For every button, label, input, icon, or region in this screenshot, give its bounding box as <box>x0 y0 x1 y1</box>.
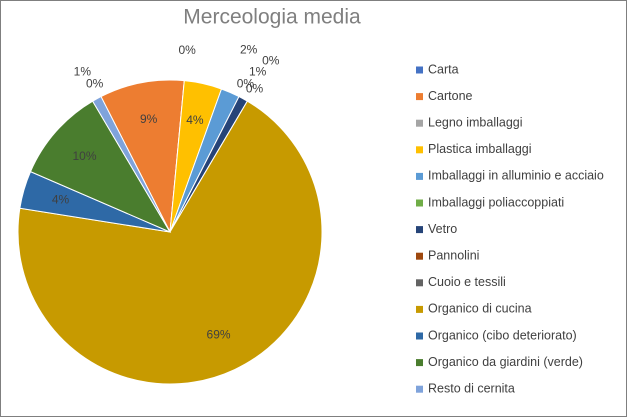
legend-label: Vetro <box>428 222 457 236</box>
legend-swatch <box>416 93 423 101</box>
pie-slice <box>100 79 185 234</box>
pie-slice <box>17 100 323 385</box>
legend-label: Imballaggi poliaccoppiati <box>428 195 564 209</box>
data-label: 69% <box>207 327 231 341</box>
legend-swatch <box>416 172 423 180</box>
legend-swatch <box>416 66 423 74</box>
legend-label: Legno imballaggi <box>428 115 523 129</box>
legend-swatch <box>416 226 423 234</box>
legend-label: Cartone <box>428 89 473 103</box>
legend-swatch <box>416 385 423 393</box>
data-label: 4% <box>52 192 70 206</box>
data-label: 1% <box>74 65 92 79</box>
legend-swatch <box>416 252 423 260</box>
legend-swatch <box>416 119 423 127</box>
data-label: 1% <box>249 65 267 79</box>
legend-label: Resto di cernita <box>428 381 515 395</box>
legend-swatch <box>416 359 423 367</box>
data-label: 4% <box>186 113 204 127</box>
legend-swatch <box>416 305 423 313</box>
pie-slice <box>91 95 171 233</box>
legend-swatch <box>416 146 423 154</box>
chart-title: Merceologia media <box>183 6 361 29</box>
data-label: 0% <box>246 81 264 95</box>
legend-label: Plastica imballaggi <box>428 142 532 156</box>
legend-label: Carta <box>428 62 459 76</box>
data-label: 0% <box>178 43 196 57</box>
legend-label: Organico da giardini (verde) <box>428 355 583 369</box>
legend-swatch <box>416 199 423 207</box>
data-label: 9% <box>140 112 158 126</box>
data-label: 0% <box>86 76 104 90</box>
data-label: 0% <box>237 76 255 90</box>
data-label: 2% <box>240 42 258 56</box>
pie-slice <box>29 100 172 234</box>
legend-label: Organico (cibo deteriorato) <box>428 328 577 342</box>
legend-label: Cuoio e tessili <box>428 275 506 289</box>
legend-swatch <box>416 332 423 340</box>
legend-label: Organico di cucina <box>428 302 532 316</box>
data-label: 0% <box>262 54 280 68</box>
legend-swatch <box>416 279 423 287</box>
legend-label: Pannolini <box>428 248 479 262</box>
data-label: 10% <box>72 149 96 163</box>
legend-label: Imballaggi in alluminio e acciaio <box>428 169 604 183</box>
